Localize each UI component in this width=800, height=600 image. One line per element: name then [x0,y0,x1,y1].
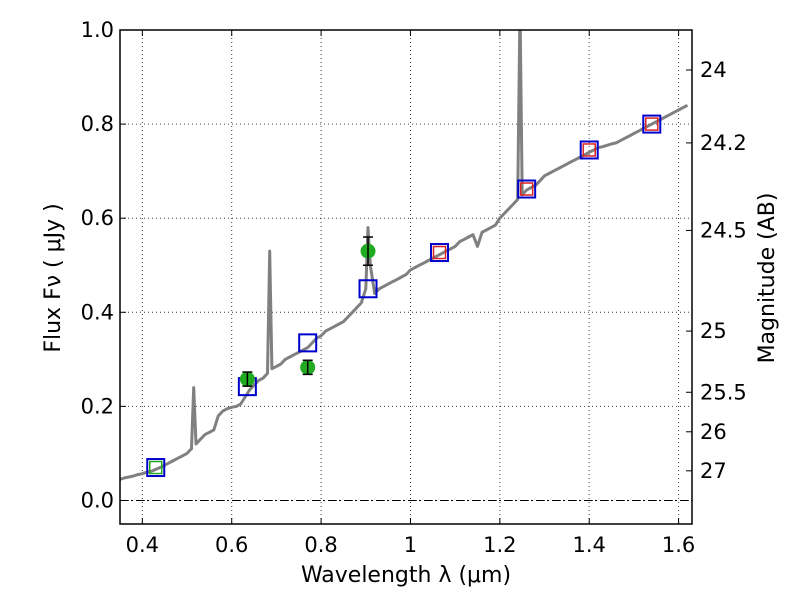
x-tick-label: 1.2 [483,533,516,557]
x-tick-label: 1.4 [573,533,606,557]
model-point-red [519,182,534,196]
y-axis-label: Flux Fν ( μJy ) [41,203,66,352]
spectrum-line [120,30,689,481]
x-axis-label: Wavelength λ (μm) [301,563,511,588]
model-point-green [149,460,163,475]
y-tick-label: 1.0 [81,18,114,42]
right-tick-label: 24.5 [700,218,747,242]
right-tick-label: 24 [700,58,727,82]
right-tick-label: 25.5 [700,380,747,404]
model-point-blue [579,140,599,160]
right-tick-label: 27 [700,459,727,483]
grid [120,29,692,524]
x-tick-label: 1.6 [662,533,695,557]
model-point-blue [298,333,318,353]
model-point-red [645,117,659,131]
model-point-blue [517,179,537,199]
model-point-blue [358,279,378,299]
y-tick-label: 0.8 [81,112,114,136]
model-point-red [432,245,447,260]
right-tick-label: 25 [700,319,727,343]
right-axis-label: Magnitude (AB) [755,193,780,364]
model-point-red [582,143,596,157]
plot-frame [119,29,693,525]
y-tick-label: 0.4 [81,300,114,324]
x-tick-label: 0.8 [304,533,337,557]
axis-ticks: 0.4 0.6 0.8 1 1.2 1.4 1.6 0.0 0.2 0.4 0.6 0.8 1.0 24 2… [81,18,747,557]
model-point-blue [146,458,166,478]
right-tick-label: 26 [700,420,727,444]
x-tick-label: 0.4 [126,533,159,557]
y-tick-label: 0.6 [81,206,114,230]
y-tick-label: 0.2 [81,394,114,418]
x-tick-label: 1 [404,533,417,557]
model-point-blue [430,243,450,263]
right-tick-label: 24.2 [700,131,747,155]
y-tick-label: 0.0 [81,488,114,512]
photometry-marks [146,114,662,478]
x-tick-label: 0.6 [215,533,248,557]
model-point-blue [642,114,662,134]
